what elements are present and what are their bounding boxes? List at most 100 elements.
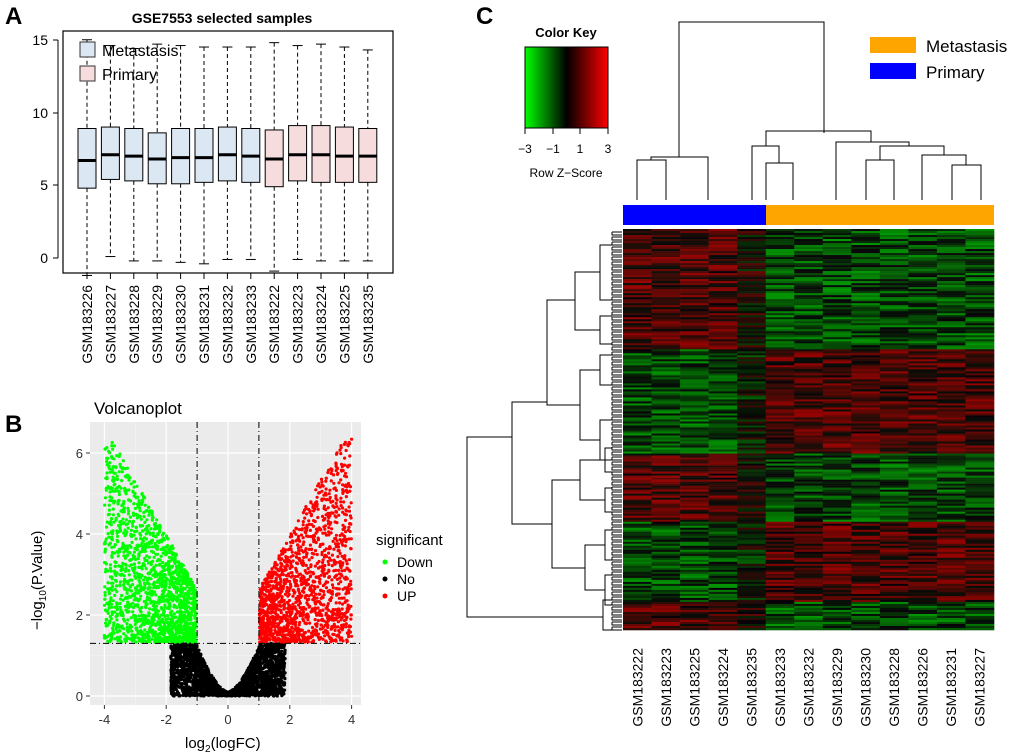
volcano-point-up <box>305 612 309 616</box>
volcano-point-no <box>184 677 188 682</box>
volcano-point-down <box>156 613 160 617</box>
volcano-point-down <box>121 598 125 602</box>
volcano-point-down <box>168 611 173 615</box>
volcano-point-down <box>115 534 120 539</box>
volcano-point-down <box>148 607 152 611</box>
volcano-point-down <box>155 518 159 522</box>
volcano-point-no <box>250 672 255 676</box>
volcano-point-down <box>118 605 122 610</box>
volcano-point-down <box>161 592 165 596</box>
volcano-point-down <box>130 521 134 525</box>
volcano-point-no <box>176 672 181 676</box>
volcano-point-down <box>167 555 172 560</box>
box-GSM183222 <box>264 42 284 272</box>
volcano-point-up <box>321 564 325 568</box>
volcano-point-no <box>280 679 284 684</box>
volcano-point-no <box>274 668 278 672</box>
volcano-point-down <box>111 465 115 469</box>
volcano-point-down <box>134 525 138 530</box>
volcano-point-up <box>275 606 279 611</box>
volcano-point-no <box>212 680 216 684</box>
volcano-point-no <box>177 694 181 698</box>
volcano-point-down <box>112 471 116 475</box>
volcano-point-down <box>126 600 130 604</box>
volcano-point-down <box>161 589 165 593</box>
volcano-point-down <box>137 614 141 618</box>
legend-swatch-metastasis <box>79 41 96 58</box>
volcano-title: Volcanoplot <box>94 399 182 418</box>
volcano-point-down <box>147 639 151 643</box>
volcano-point-down <box>125 622 129 626</box>
volcano-point-up <box>343 440 347 444</box>
volcano-point-down <box>165 614 169 618</box>
volcano-point-down <box>136 636 140 640</box>
volcano-point-up <box>334 510 339 514</box>
volcano-point-down <box>177 630 181 635</box>
volcano-point-no <box>277 688 281 693</box>
volcano-point-down <box>159 619 163 623</box>
volcano-point-no <box>177 643 181 648</box>
boxplot-legend: Metastasis Primary <box>79 41 178 84</box>
volcano-point-down <box>180 569 184 573</box>
volcano-point-down <box>107 535 111 539</box>
volcano-point-down <box>178 605 182 610</box>
boxplot-xtick-label: GSM183231 <box>196 285 212 364</box>
volcano-point-down <box>180 639 184 643</box>
volcano-point-up <box>347 558 351 562</box>
volcano-point-down <box>123 569 128 573</box>
volcano-point-down <box>111 507 115 511</box>
volcano-point-down <box>111 513 115 517</box>
volcano-point-up <box>284 541 289 546</box>
volcano-point-up <box>283 582 287 586</box>
boxplot-xtick-label: GSM183235 <box>360 285 376 364</box>
volcano-point-no <box>247 690 251 694</box>
volcano-point-no <box>181 655 185 659</box>
volcano-point-down <box>138 509 142 513</box>
boxplot-xtick-label: GSM183223 <box>290 285 306 364</box>
volcano-point-down <box>145 595 150 599</box>
volcano-point-up <box>333 542 338 546</box>
volcano-point-down <box>111 532 115 536</box>
volcano-point-down <box>129 616 133 620</box>
volcano-point-up <box>334 601 338 605</box>
volcano-point-up <box>344 530 348 534</box>
volcano-point-down <box>148 509 152 513</box>
volcano-point-down <box>154 524 159 529</box>
volcano-point-up <box>320 480 324 484</box>
volcano-point-down <box>118 583 122 587</box>
volcano-point-down <box>125 473 129 477</box>
volcano-point-down <box>128 578 132 582</box>
boxplot-panel: GSE7553 selected samples 0 5 10 15 GSM18… <box>32 10 394 364</box>
volcano-point-up <box>334 494 338 498</box>
volcano-point-no <box>278 671 282 675</box>
volcano-point-down <box>127 509 131 513</box>
volcano-point-no <box>174 675 178 680</box>
volcano-point-down <box>191 638 195 642</box>
volcano-point-down <box>107 449 111 453</box>
volcano-point-down <box>153 590 157 594</box>
volcano-point-down <box>133 622 137 627</box>
volcano-point-down <box>161 538 166 542</box>
volcano-point-down <box>163 549 167 553</box>
volcano-point-down <box>193 623 197 627</box>
volcano-point-down <box>105 609 109 613</box>
volcano-point-down <box>179 624 183 628</box>
volcano-point-no <box>266 679 270 683</box>
volcano-point-down <box>116 540 120 544</box>
volcano-point-down <box>142 510 146 515</box>
volcano-point-no <box>254 675 258 679</box>
volcano-point-down <box>134 512 138 516</box>
volcano-point-down <box>162 566 166 571</box>
volcano-point-no <box>246 669 250 674</box>
volcano-point-no <box>186 662 190 667</box>
volcano-point-no <box>272 679 276 683</box>
volcano-point-no <box>257 645 262 649</box>
box-GSM183233 <box>241 46 261 260</box>
volcano-point-up <box>335 634 339 638</box>
volcano-point-down <box>118 580 123 584</box>
volcano-point-no <box>199 658 203 662</box>
volcano-point-no <box>283 650 287 654</box>
volcano-point-down <box>164 583 168 588</box>
volcano-point-down <box>177 636 181 640</box>
